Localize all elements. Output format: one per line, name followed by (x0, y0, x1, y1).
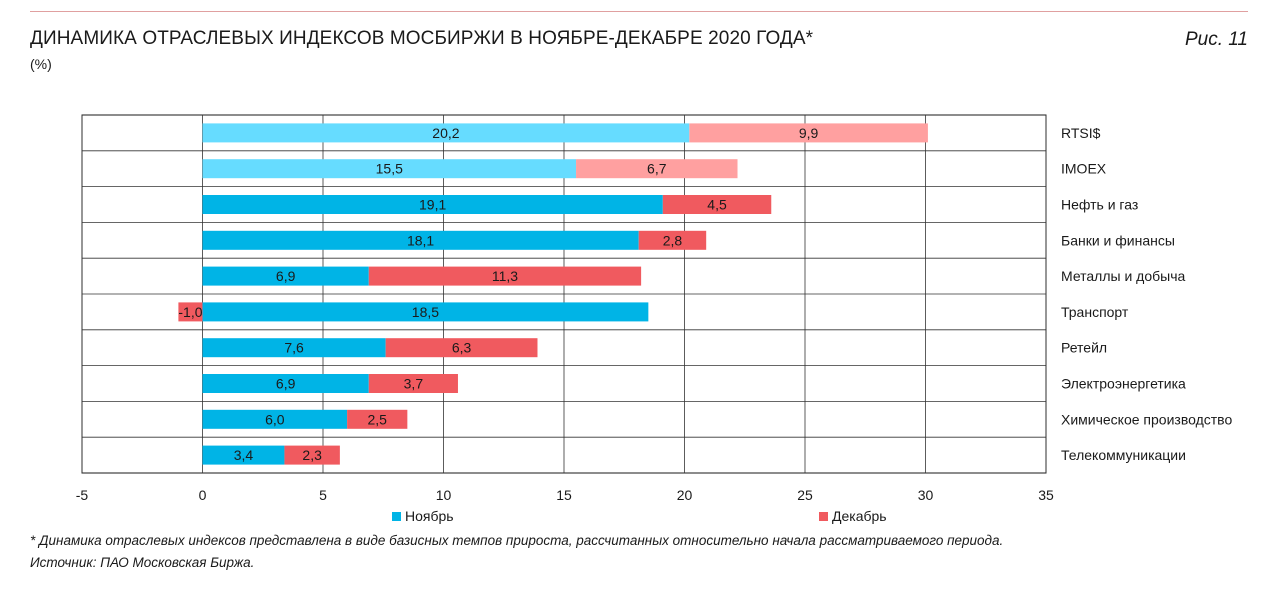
bar-november (202, 338, 386, 358)
category-label: Ретейл (1061, 340, 1107, 356)
bar-december (368, 266, 642, 286)
source-note: Источник: ПАО Московская Биржа. (30, 555, 255, 570)
bar-label-december: 2,3 (302, 447, 322, 463)
x-tick-label: 15 (556, 487, 572, 503)
bar-label-december: 2,5 (367, 411, 387, 427)
bar-december (178, 302, 203, 322)
bar-december (385, 338, 538, 358)
bar-label-december: 4,5 (707, 197, 727, 213)
x-tick-labels: -5 0 5 10 15 20 25 30 35 (76, 487, 1054, 503)
bar-november (202, 445, 285, 465)
x-tick-label: 25 (797, 487, 813, 503)
bar-december (638, 230, 707, 250)
bar-november (202, 159, 577, 179)
bar-labels: 20,2 9,9 15,5 6,7 19,1 4,5 18,1 2,8 6,9 11,3 18,5 -… (178, 125, 818, 463)
bar-label-november: 6,9 (276, 268, 296, 284)
bar-november (202, 195, 663, 214)
legend-label-november: Ноябрь (405, 508, 454, 524)
bar-label-december: 9,9 (799, 125, 819, 141)
category-label: Нефть и газ (1061, 197, 1138, 213)
bar-december (347, 409, 408, 429)
category-label: Химическое производство (1061, 411, 1232, 427)
bar-label-december: -1,0 (178, 304, 202, 320)
category-label: Электроэнергетика (1061, 376, 1186, 392)
category-label: IMOEX (1061, 161, 1107, 177)
bar-label-november: 3,4 (234, 447, 254, 463)
legend-swatch-november (392, 512, 401, 521)
x-tick-label: 0 (199, 487, 207, 503)
bar-december (368, 374, 458, 393)
bars (178, 123, 928, 465)
legend-swatch-december (819, 512, 828, 521)
category-label: Банки и финансы (1061, 232, 1175, 248)
x-tick-label: 20 (677, 487, 693, 503)
chart-unit: (%) (30, 56, 52, 72)
legend: Ноябрь Декабрь (392, 508, 887, 524)
bar-november (202, 374, 369, 393)
x-tick-label: 35 (1038, 487, 1054, 503)
bar-label-november: 6,9 (276, 376, 296, 392)
bar-label-december: 6,7 (647, 161, 667, 177)
bar-label-november: 20,2 (432, 125, 459, 141)
category-label: Транспорт (1061, 304, 1129, 320)
x-tick-label: -5 (76, 487, 89, 503)
bar-december (576, 159, 738, 179)
bar-label-november: 18,1 (407, 232, 434, 248)
bar-november (202, 302, 649, 322)
bar-label-november: 6,0 (265, 411, 285, 427)
bar-label-december: 11,3 (492, 268, 518, 284)
bar-december (662, 195, 772, 214)
bar-december (284, 445, 340, 465)
bar-november (202, 266, 369, 286)
x-tick-label: 10 (436, 487, 452, 503)
bar-label-december: 6,3 (452, 340, 472, 356)
x-tick-label: 30 (918, 487, 934, 503)
bar-label-november: 15,5 (376, 161, 403, 177)
category-label: Металлы и добыча (1061, 268, 1186, 284)
legend-label-december: Декабрь (832, 508, 887, 524)
category-label: Телекоммуникации (1061, 447, 1186, 463)
x-tick-label: 5 (319, 487, 327, 503)
footnote: * Динамика отраслевых индексов представл… (30, 533, 1004, 548)
category-labels: RTSI$ IMOEX Нефть и газ Банки и финансы Мета… (1061, 125, 1232, 463)
bar-december (689, 123, 928, 143)
figure-label: Рис. 11 (1184, 29, 1248, 50)
chart-title: ДИНАМИКА ОТРАСЛЕВЫХ ИНДЕКСОВ МОСБИРЖИ В … (30, 28, 814, 49)
bar-november (202, 409, 348, 429)
bar-november (202, 230, 639, 250)
bar-label-november: 18,5 (412, 304, 439, 320)
top-rule (30, 11, 1248, 12)
bar-label-november: 7,6 (284, 340, 304, 356)
bar-label-november: 19,1 (419, 197, 446, 213)
bar-november (202, 123, 690, 143)
bar-label-december: 3,7 (404, 376, 424, 392)
category-label: RTSI$ (1061, 125, 1101, 141)
bar-label-december: 2,8 (663, 232, 683, 248)
